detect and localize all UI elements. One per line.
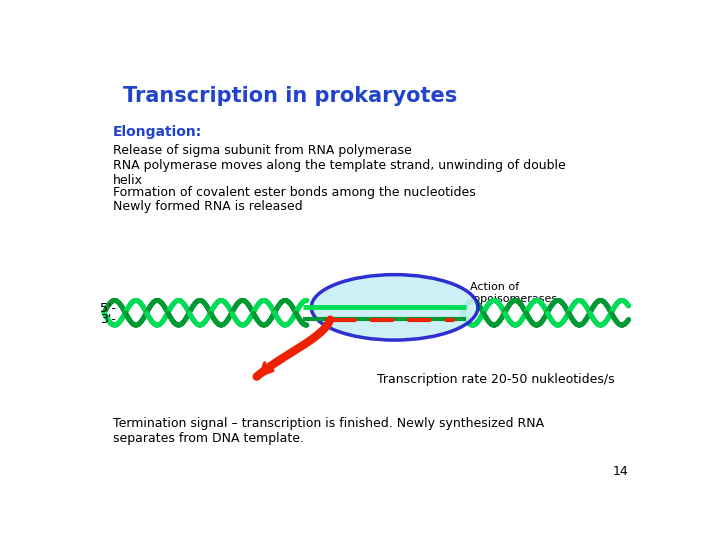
Text: Transcription rate 20-50 nukleotides/s: Transcription rate 20-50 nukleotides/s xyxy=(377,373,614,386)
Text: 3'-: 3'- xyxy=(100,313,116,326)
Text: Formation of covalent ester bonds among the nucleotides: Formation of covalent ester bonds among … xyxy=(113,186,476,199)
Text: 5'-: 5'- xyxy=(100,302,116,315)
Ellipse shape xyxy=(311,275,478,340)
Text: Action of
topoisomerases: Action of topoisomerases xyxy=(469,282,558,303)
Text: Transcription in prokaryotes: Transcription in prokaryotes xyxy=(122,86,456,106)
Text: Release of sigma subunit from RNA polymerase: Release of sigma subunit from RNA polyme… xyxy=(113,144,412,157)
Text: Termination signal – transcription is finished. Newly synthesized RNA
separates : Termination signal – transcription is fi… xyxy=(113,417,544,446)
Text: 14: 14 xyxy=(613,465,629,478)
Text: Elongation:: Elongation: xyxy=(113,125,202,139)
Text: Newly formed RNA is released: Newly formed RNA is released xyxy=(113,200,303,213)
Text: RNA polymerase moves along the template strand, unwinding of double
helix: RNA polymerase moves along the template … xyxy=(113,159,566,187)
